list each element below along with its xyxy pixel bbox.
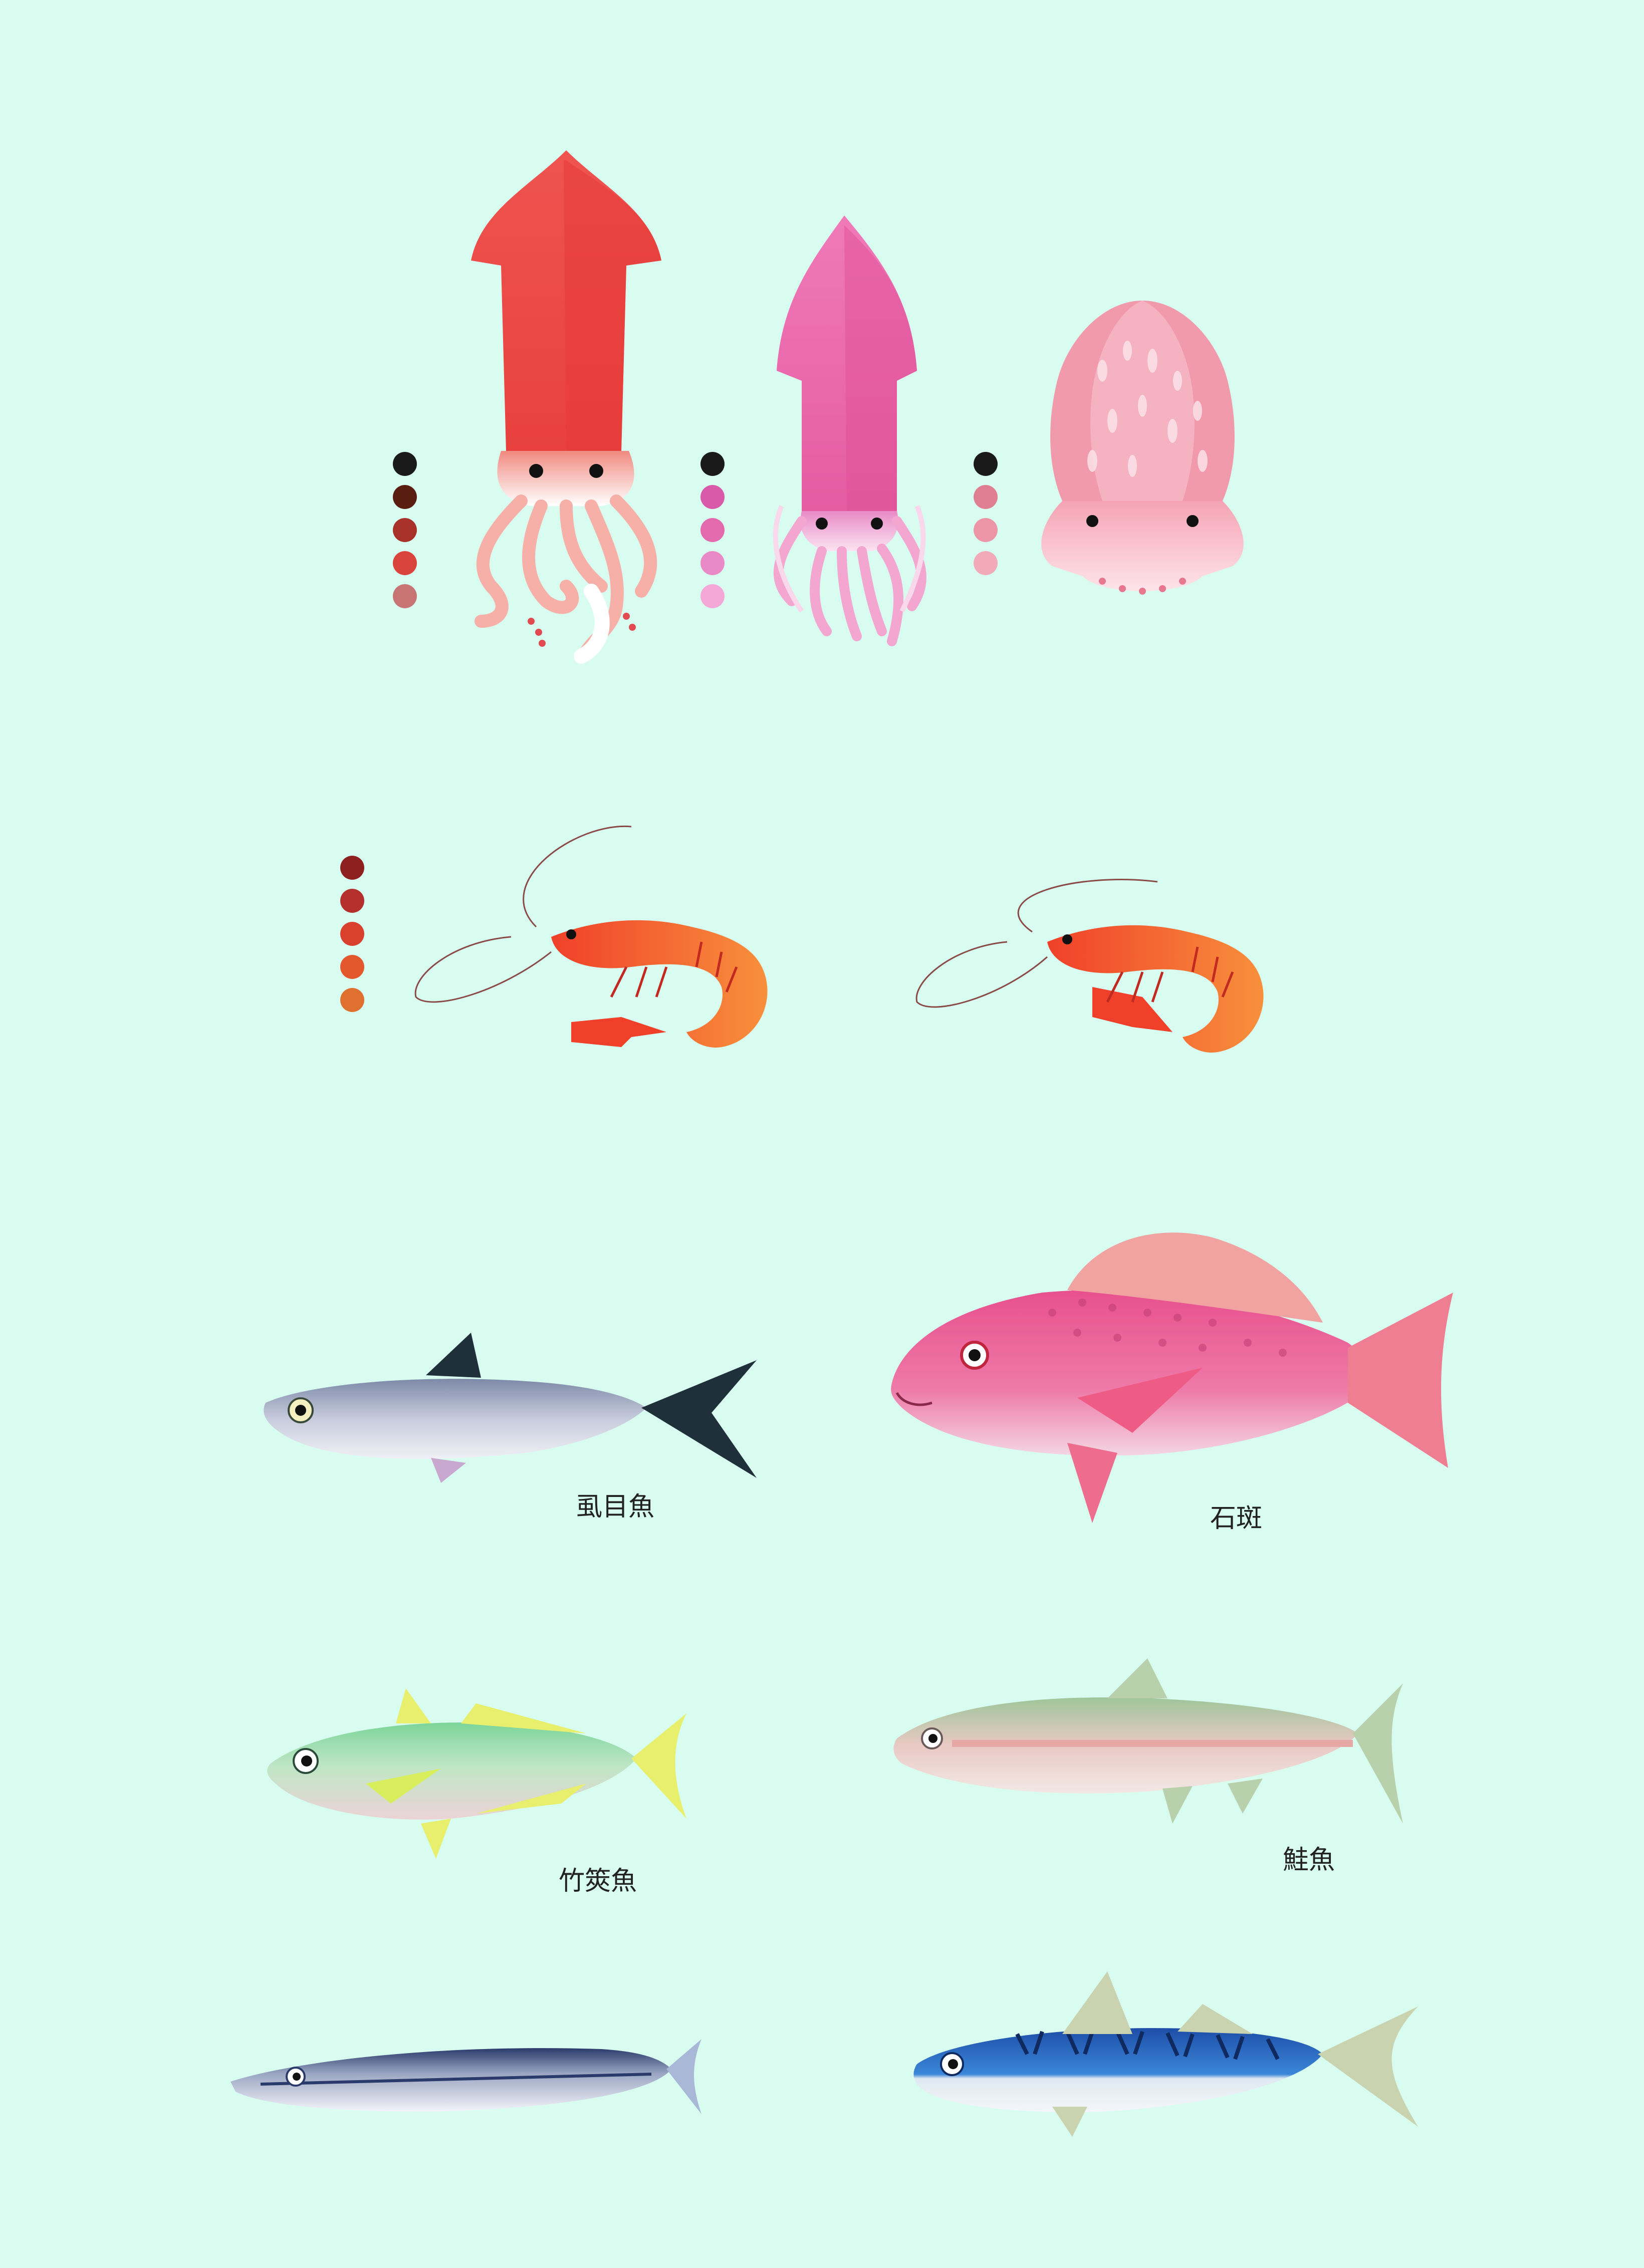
color-swatch — [700, 518, 725, 542]
color-swatch — [393, 518, 417, 542]
color-swatch — [974, 485, 998, 509]
color-swatch — [393, 584, 417, 608]
shrimp-right — [915, 879, 1264, 1053]
shrimp-left — [414, 825, 768, 1048]
color-swatch — [974, 518, 998, 542]
pink-squid — [773, 215, 926, 646]
color-swatch — [700, 584, 725, 608]
horse-mackerel — [267, 1688, 686, 1859]
color-swatch — [340, 988, 364, 1012]
color-swatch — [393, 452, 417, 476]
swatches-pink-squid — [700, 452, 725, 617]
red-squid — [471, 150, 661, 664]
label-horse-mackerel: 竹筴魚 — [559, 1866, 637, 1896]
color-swatch — [393, 485, 417, 509]
color-swatch — [700, 452, 725, 476]
swatches-red-squid — [393, 452, 417, 617]
mackerel — [913, 1971, 1418, 2137]
salmon — [893, 1658, 1403, 1824]
milkfish — [264, 1333, 757, 1483]
color-swatch — [700, 551, 725, 575]
label-milkfish: 虱目魚 — [576, 1492, 655, 1522]
color-swatch — [700, 485, 725, 509]
color-swatch — [340, 889, 364, 913]
cuttlefish — [1041, 301, 1244, 595]
label-salmon: 鮭魚 — [1283, 1845, 1335, 1875]
color-swatch — [340, 856, 364, 880]
color-swatch — [340, 922, 364, 946]
color-swatch — [974, 452, 998, 476]
color-swatch — [974, 551, 998, 575]
pacific-saury — [230, 2039, 701, 2114]
grouper — [891, 1232, 1453, 1523]
color-swatch — [393, 551, 417, 575]
label-grouper: 石斑 — [1210, 1503, 1263, 1534]
swatches-cuttlefish — [974, 452, 998, 584]
swatches-shrimp — [340, 856, 364, 1021]
color-swatch — [340, 955, 364, 979]
